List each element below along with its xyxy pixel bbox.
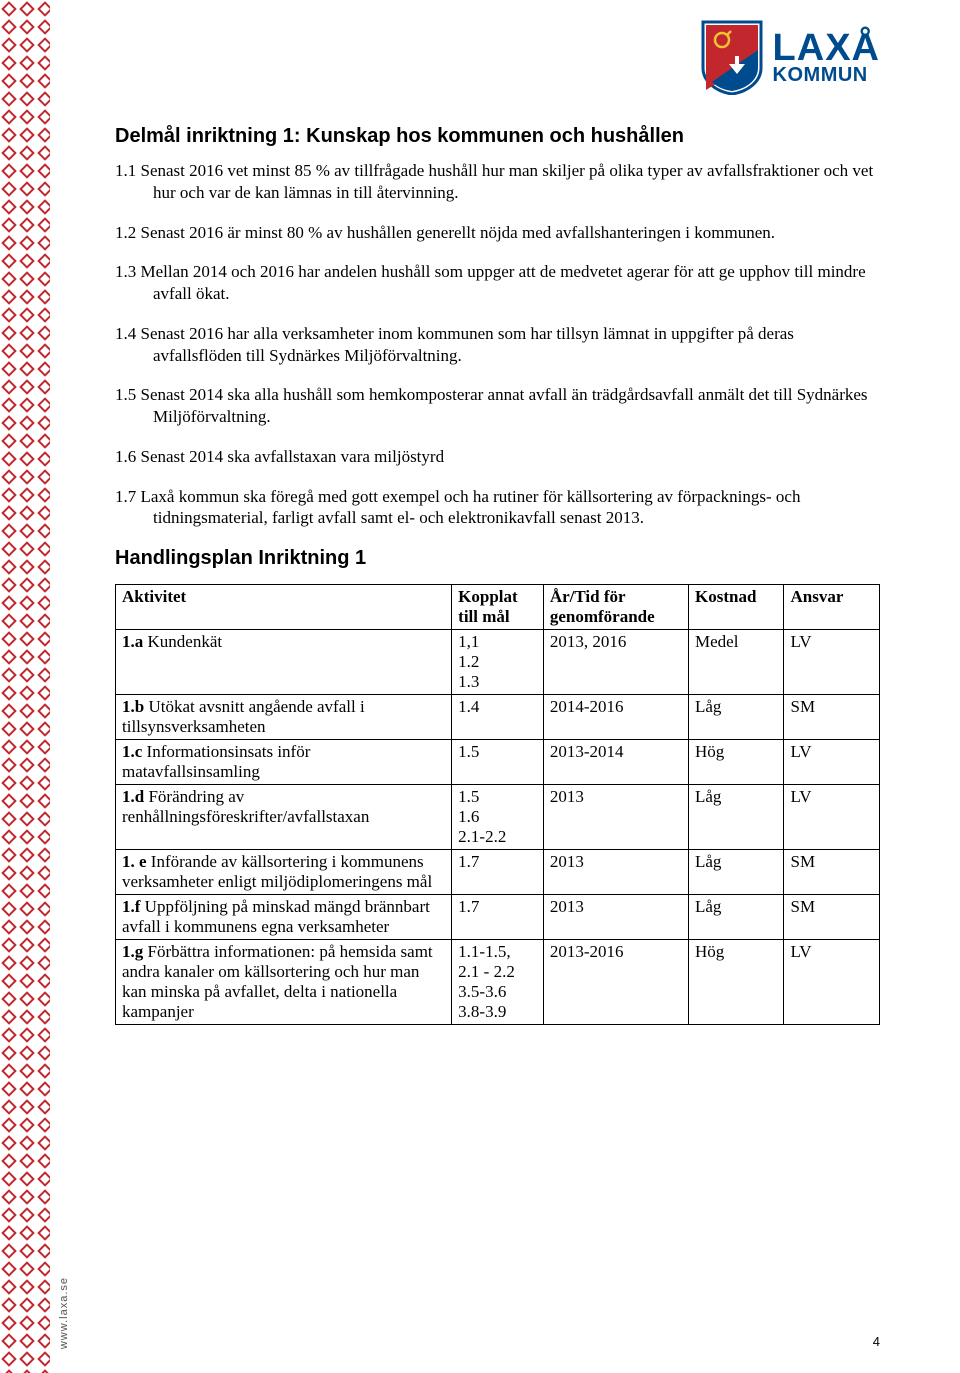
cell-kopplat: 1.7 — [452, 850, 544, 895]
page-number: 4 — [873, 1334, 880, 1349]
table-row: 1. e Införande av källsortering i kommun… — [116, 850, 880, 895]
cell-kostnad: Låg — [688, 895, 784, 940]
goal-1-4: 1.4 Senast 2016 har alla verksamheter in… — [153, 323, 880, 367]
cell-kopplat: 1.4 — [452, 695, 544, 740]
cell-tid: 2013 — [543, 850, 688, 895]
cell-aktivitet: 1.g Förbättra informationen: på hemsida … — [116, 940, 452, 1025]
table-header-row: Aktivitet Kopplat till mål År/Tid för ge… — [116, 585, 880, 630]
cell-tid: 2013-2014 — [543, 740, 688, 785]
table-row: 1.c Informationsinsats inför matavfallsi… — [116, 740, 880, 785]
logo-header: LAXÅ KOMMUN — [701, 20, 880, 95]
table-row: 1.a Kundenkät 1,1 1.2 1.3 2013, 2016 Med… — [116, 630, 880, 695]
section-title: Delmål inriktning 1: Kunskap hos kommune… — [115, 125, 880, 148]
goal-1-5: 1.5 Senast 2014 ska alla hushåll som hem… — [153, 384, 880, 428]
table-body: 1.a Kundenkät 1,1 1.2 1.3 2013, 2016 Med… — [116, 630, 880, 1025]
goal-1-6: 1.6 Senast 2014 ska avfallstaxan vara mi… — [153, 446, 880, 468]
logo-line1: LAXÅ — [773, 31, 880, 65]
cell-ansvar: SM — [784, 895, 880, 940]
goal-1-7: 1.7 Laxå kommun ska föregå med gott exem… — [153, 486, 880, 530]
logo-line2: KOMMUN — [773, 66, 880, 84]
cell-ansvar: SM — [784, 695, 880, 740]
th-aktivitet: Aktivitet — [116, 585, 452, 630]
th-kopplat: Kopplat till mål — [452, 585, 544, 630]
th-kostnad: Kostnad — [688, 585, 784, 630]
cell-ansvar: LV — [784, 630, 880, 695]
cell-kopplat: 1.7 — [452, 895, 544, 940]
cell-ansvar: LV — [784, 940, 880, 1025]
cell-kopplat: 1.1-1.5, 2.1 - 2.2 3.5-3.6 3.8-3.9 — [452, 940, 544, 1025]
cell-aktivitet: 1. e Införande av källsortering i kommun… — [116, 850, 452, 895]
table-row: 1.f Uppföljning på minskad mängd brännba… — [116, 895, 880, 940]
th-ansvar: Ansvar — [784, 585, 880, 630]
content: Delmål inriktning 1: Kunskap hos kommune… — [115, 30, 880, 1025]
shield-icon — [701, 20, 763, 95]
th-tid: År/Tid för genomförande — [543, 585, 688, 630]
goal-1-1: 1.1 Senast 2016 vet minst 85 % av tillfr… — [153, 160, 880, 204]
cell-kostnad: Medel — [688, 630, 784, 695]
action-plan-table: Aktivitet Kopplat till mål År/Tid för ge… — [115, 584, 880, 1025]
page: LAXÅ KOMMUN Delmål inriktning 1: Kunskap… — [0, 0, 960, 1373]
table-row: 1.b Utökat avsnitt angående avfall i til… — [116, 695, 880, 740]
cell-tid: 2013 — [543, 895, 688, 940]
cell-tid: 2013-2016 — [543, 940, 688, 1025]
left-margin-pattern — [0, 0, 50, 1373]
logo-text: LAXÅ KOMMUN — [773, 31, 880, 83]
cell-kopplat: 1.5 — [452, 740, 544, 785]
goal-1-2: 1.2 Senast 2016 är minst 80 % av hushåll… — [153, 222, 880, 244]
table-row: 1.g Förbättra informationen: på hemsida … — [116, 940, 880, 1025]
cell-aktivitet: 1.b Utökat avsnitt angående avfall i til… — [116, 695, 452, 740]
cell-aktivitet: 1.c Informationsinsats inför matavfallsi… — [116, 740, 452, 785]
cell-ansvar: LV — [784, 740, 880, 785]
cell-ansvar: SM — [784, 850, 880, 895]
cell-kostnad: Låg — [688, 785, 784, 850]
table-row: 1.d Förändring av renhållningsföreskrift… — [116, 785, 880, 850]
cell-tid: 2013, 2016 — [543, 630, 688, 695]
side-url: www.laxa.se — [58, 1277, 70, 1349]
cell-aktivitet: 1.d Förändring av renhållningsföreskrift… — [116, 785, 452, 850]
cell-kopplat: 1,1 1.2 1.3 — [452, 630, 544, 695]
cell-kostnad: Låg — [688, 850, 784, 895]
cell-kostnad: Låg — [688, 695, 784, 740]
cell-kopplat: 1.5 1.6 2.1-2.2 — [452, 785, 544, 850]
subheading: Handlingsplan Inriktning 1 — [115, 547, 880, 570]
cell-kostnad: Hög — [688, 740, 784, 785]
cell-aktivitet: 1.a Kundenkät — [116, 630, 452, 695]
cell-ansvar: LV — [784, 785, 880, 850]
goal-1-3: 1.3 Mellan 2014 och 2016 har andelen hus… — [153, 261, 880, 305]
cell-tid: 2013 — [543, 785, 688, 850]
cell-kostnad: Hög — [688, 940, 784, 1025]
cell-aktivitet: 1.f Uppföljning på minskad mängd brännba… — [116, 895, 452, 940]
cell-tid: 2014-2016 — [543, 695, 688, 740]
